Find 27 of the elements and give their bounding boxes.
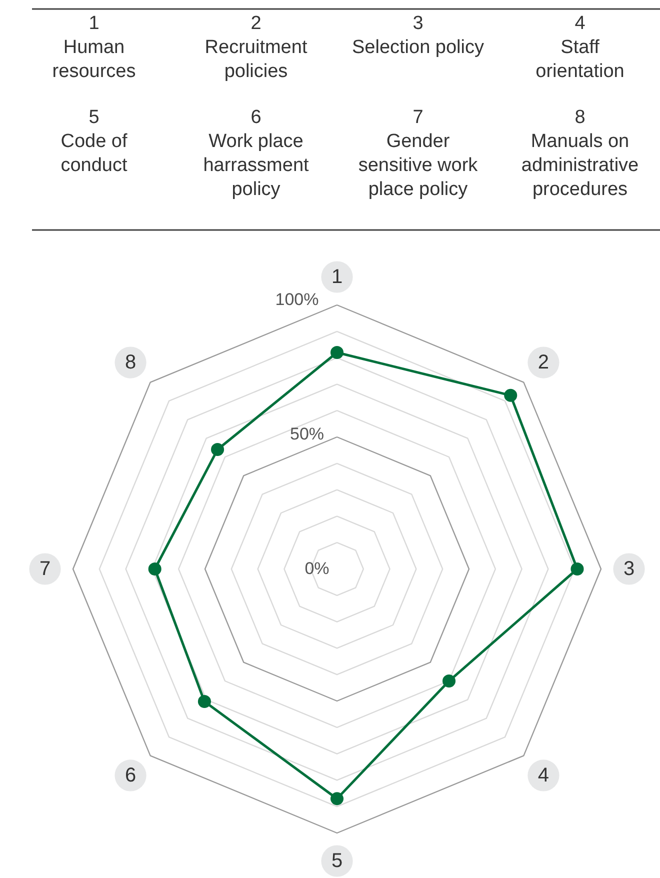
category-label: 4 — [574, 13, 586, 34]
category-label: 5 — [88, 107, 100, 128]
spoke-label: 5 — [331, 850, 343, 872]
category-label: 3 — [412, 13, 424, 34]
spoke-label: 3 — [623, 558, 635, 580]
y-tick-label: 100% — [275, 290, 319, 309]
y-tick-label: 50% — [290, 424, 324, 444]
category-label: 1 — [88, 13, 100, 34]
text: Selection policy — [352, 37, 484, 58]
text: Gender sensitive work place policy — [358, 131, 478, 200]
spoke-label: 2 — [538, 352, 550, 374]
category-label: 8 — [574, 107, 586, 128]
spoke-label: 7 — [39, 558, 51, 580]
spoke-label: 6 — [124, 764, 136, 786]
text: Staff orientation — [536, 37, 624, 82]
category-label: 2 — [250, 13, 262, 34]
category-label: 6 — [250, 107, 262, 128]
spoke-label: 4 — [538, 764, 550, 786]
text: Code of conduct — [60, 131, 128, 176]
spoke-label: 8 — [124, 352, 136, 374]
y-tick-label: 0% — [304, 559, 330, 578]
text: Manuals on administrative procedures — [521, 131, 639, 200]
category-label: 7 — [412, 107, 424, 128]
spoke-label: 1 — [331, 266, 343, 288]
text: Recruitment policies — [204, 37, 308, 82]
text: Work place harrassment policy — [203, 131, 310, 200]
text: Human resources — [52, 37, 136, 82]
